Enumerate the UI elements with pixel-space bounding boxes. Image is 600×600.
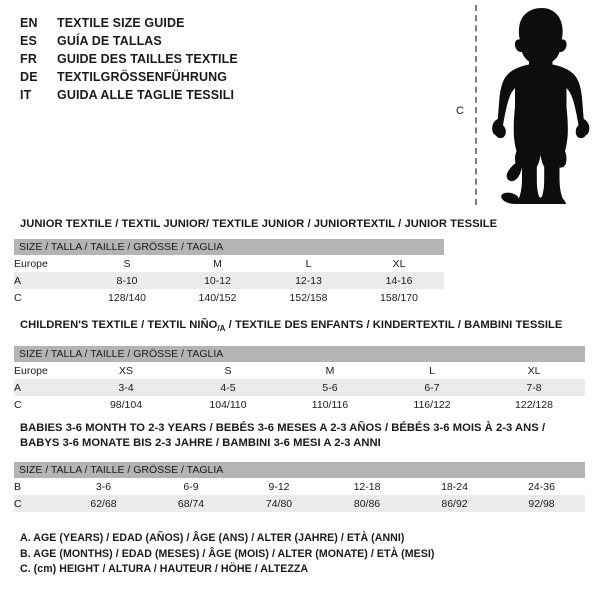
language-title: GUÍA DE TALLAS	[57, 34, 162, 48]
junior-section-title: JUNIOR TEXTILE / TEXTIL JUNIOR/ TEXTILE …	[20, 218, 498, 230]
language-code: ES	[20, 34, 38, 48]
toddler-silhouette-icon	[492, 8, 590, 204]
table-row: Europe S M L XL	[14, 255, 445, 272]
row-label: B	[14, 478, 60, 495]
table-row: B 3-6 6-9 9-12 12-18 18-24 24-36	[14, 478, 586, 495]
size-cell: 7-8	[483, 379, 585, 396]
babies-table-band: SIZE / TALLA / TAILLE / GRÖSSE / TAGLIA	[14, 462, 586, 478]
junior-size-table: SIZE / TALLA / TAILLE / GRÖSSE / TAGLIA E…	[14, 239, 445, 306]
language-code: DE	[20, 70, 38, 84]
table-row: C 128/140 140/152 152/158 158/170	[14, 289, 445, 306]
children-table-band: SIZE / TALLA / TAILLE / GRÖSSE / TAGLIA	[14, 346, 585, 362]
row-label: C	[14, 396, 75, 413]
size-cell: 6-9	[147, 478, 235, 495]
table-row: C 62/68 68/74 74/80 80/86 86/92 92/98	[14, 495, 586, 512]
legend-line: B. AGE (MONTHS) / EDAD (MESES) / ÂGE (MO…	[20, 547, 435, 560]
size-figure: C	[440, 0, 600, 212]
size-cell: 128/140	[82, 289, 172, 306]
children-title-subscript: /A	[217, 324, 226, 334]
size-cell: 6-7	[381, 379, 483, 396]
junior-table-body: SIZE / TALLA / TAILLE / GRÖSSE / TAGLIA E…	[14, 239, 445, 306]
language-code: IT	[20, 88, 32, 102]
language-code: FR	[20, 52, 38, 66]
size-cell: 80/86	[323, 495, 411, 512]
size-cell: 86/92	[411, 495, 498, 512]
table-row: Europe XS S M L XL	[14, 362, 585, 379]
legend-line: C. (cm) HEIGHT / ALTURA / HAUTEUR / HÖHE…	[20, 563, 309, 575]
language-title: GUIDA ALLE TAGLIE TESSILI	[57, 88, 235, 102]
height-measure-line	[475, 5, 477, 205]
junior-table-band: SIZE / TALLA / TAILLE / GRÖSSE / TAGLIA	[14, 239, 445, 255]
language-code: EN	[20, 16, 38, 30]
size-cell: 122/128	[483, 396, 585, 413]
size-cell: 62/68	[60, 495, 147, 512]
size-cell: 12-13	[263, 272, 354, 289]
language-title: TEXTILGRÖSSENFÜHRUNG	[57, 70, 228, 84]
size-cell: 5-6	[279, 379, 381, 396]
language-row-de: DE TEXTILGRÖSSENFÜHRUNG	[20, 68, 420, 86]
size-cell: S	[177, 362, 279, 379]
measurement-legend: A. AGE (YEARS) / EDAD (AÑOS) / ÂGE (ANS)…	[20, 531, 480, 578]
row-label: Europe	[14, 255, 82, 272]
babies-table-body: SIZE / TALLA / TAILLE / GRÖSSE / TAGLIA B…	[14, 462, 586, 512]
size-cell: XL	[483, 362, 585, 379]
children-band-label: SIZE / TALLA / TAILLE / GRÖSSE / TAGLIA	[14, 346, 585, 362]
babies-title-line-2: BABYS 3-6 MONATE BIS 2-3 JAHRE / BAMBINI…	[20, 437, 381, 449]
babies-section-title: BABIES 3-6 MONTH TO 2-3 YEARS / BEBÉS 3-…	[20, 421, 545, 451]
size-cell: 116/122	[381, 396, 483, 413]
size-cell: M	[172, 255, 263, 272]
children-title-pre: CHILDREN'S TEXTILE / TEXTIL NIÑO	[20, 319, 218, 331]
size-cell: 104/110	[177, 396, 279, 413]
size-cell: 24-36	[498, 478, 586, 495]
language-row-es: ES GUÍA DE TALLAS	[20, 32, 420, 50]
size-cell: 8-10	[82, 272, 172, 289]
language-title: TEXTILE SIZE GUIDE	[57, 16, 185, 30]
babies-band-label: SIZE / TALLA / TAILLE / GRÖSSE / TAGLIA	[14, 462, 586, 478]
babies-size-table: SIZE / TALLA / TAILLE / GRÖSSE / TAGLIA B…	[14, 462, 586, 512]
row-label: C	[14, 495, 60, 512]
size-cell: 3-6	[60, 478, 147, 495]
size-cell: 14-16	[354, 272, 445, 289]
size-cell: 12-18	[323, 478, 411, 495]
language-row-en: EN TEXTILE SIZE GUIDE	[20, 14, 420, 32]
babies-title-line-1: BABIES 3-6 MONTH TO 2-3 YEARS / BEBÉS 3-…	[20, 422, 546, 434]
language-header: EN TEXTILE SIZE GUIDE ES GUÍA DE TALLAS FR GU…	[20, 14, 420, 104]
size-cell: 18-24	[411, 478, 498, 495]
size-cell: 3-4	[75, 379, 177, 396]
size-cell: L	[381, 362, 483, 379]
size-cell: L	[263, 255, 354, 272]
row-label: A	[14, 379, 75, 396]
size-cell: XS	[75, 362, 177, 379]
size-cell: 152/158	[263, 289, 354, 306]
children-section-title: CHILDREN'S TEXTILE / TEXTIL NIÑO/A / TEX…	[20, 318, 562, 333]
row-label: C	[14, 289, 82, 306]
language-title: GUIDE DES TAILLES TEXTILE	[57, 52, 238, 66]
size-cell: 74/80	[235, 495, 323, 512]
table-row: A 3-4 4-5 5-6 6-7 7-8	[14, 379, 585, 396]
children-title-post: / TEXTILE DES ENFANTS / KINDERTEXTIL / B…	[225, 319, 563, 331]
size-cell: 110/116	[279, 396, 381, 413]
table-row: C 98/104 104/110 110/116 116/122 122/128	[14, 396, 585, 413]
size-cell: 68/74	[147, 495, 235, 512]
size-cell: 4-5	[177, 379, 279, 396]
children-table-body: SIZE / TALLA / TAILLE / GRÖSSE / TAGLIA E…	[14, 346, 585, 413]
language-row-fr: FR GUIDE DES TAILLES TEXTILE	[20, 50, 420, 68]
size-cell: XL	[354, 255, 445, 272]
legend-line: A. AGE (YEARS) / EDAD (AÑOS) / ÂGE (ANS)…	[20, 532, 405, 544]
size-cell: 98/104	[75, 396, 177, 413]
size-cell: M	[279, 362, 381, 379]
size-cell: 140/152	[172, 289, 263, 306]
junior-band-label: SIZE / TALLA / TAILLE / GRÖSSE / TAGLIA	[14, 239, 445, 255]
row-label: A	[14, 272, 82, 289]
row-label: Europe	[14, 362, 75, 379]
height-measure-label: C	[456, 105, 464, 117]
size-cell: 10-12	[172, 272, 263, 289]
size-cell: 158/170	[354, 289, 445, 306]
language-row-it: IT GUIDA ALLE TAGLIE TESSILI	[20, 86, 420, 104]
table-row: A 8-10 10-12 12-13 14-16	[14, 272, 445, 289]
size-cell: 92/98	[498, 495, 586, 512]
size-cell: S	[82, 255, 172, 272]
size-cell: 9-12	[235, 478, 323, 495]
children-size-table: SIZE / TALLA / TAILLE / GRÖSSE / TAGLIA E…	[14, 346, 585, 413]
